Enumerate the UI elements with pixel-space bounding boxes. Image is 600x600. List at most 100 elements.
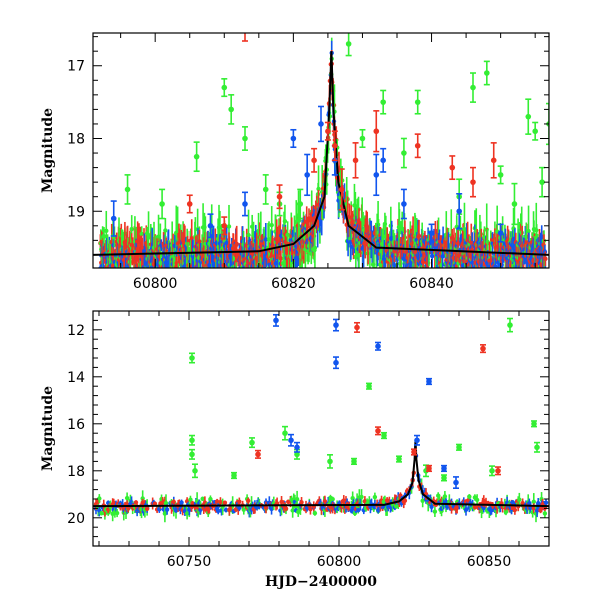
data-point bbox=[345, 41, 352, 47]
y-tick-label: 20 bbox=[67, 511, 85, 527]
data-point bbox=[333, 322, 339, 328]
data-point bbox=[228, 106, 234, 113]
baseline-point bbox=[512, 273, 516, 277]
data-point bbox=[255, 451, 261, 458]
data-point bbox=[294, 451, 300, 458]
data-point bbox=[304, 172, 310, 178]
baseline-point bbox=[99, 511, 104, 516]
data-point bbox=[352, 157, 359, 164]
data-point bbox=[311, 157, 317, 164]
baseline-point bbox=[543, 500, 549, 505]
baseline-point bbox=[197, 239, 202, 244]
baseline-point bbox=[402, 498, 408, 503]
baseline-point bbox=[283, 506, 289, 511]
data-point bbox=[242, 27, 248, 33]
baseline-point bbox=[223, 507, 229, 513]
baseline-point bbox=[164, 507, 170, 512]
baseline-scatter bbox=[93, 445, 549, 523]
data-point bbox=[426, 465, 432, 472]
data-point bbox=[441, 465, 447, 472]
baseline-point bbox=[404, 270, 408, 274]
baseline-point bbox=[512, 507, 518, 513]
baseline-point bbox=[97, 496, 102, 501]
y-axis-label: Magnitude bbox=[40, 386, 56, 471]
baseline-point bbox=[540, 269, 544, 273]
data-point bbox=[484, 70, 490, 76]
data-point bbox=[354, 324, 360, 331]
baseline-point bbox=[536, 500, 541, 506]
data-point bbox=[539, 179, 545, 185]
data-point bbox=[325, 128, 331, 135]
baseline-point bbox=[237, 499, 242, 504]
data-point bbox=[507, 322, 513, 328]
baseline-point bbox=[475, 270, 479, 274]
data-point bbox=[426, 378, 432, 385]
baseline-point bbox=[450, 270, 454, 274]
baseline-point bbox=[224, 240, 229, 246]
data-point bbox=[414, 99, 421, 105]
baseline-point bbox=[140, 496, 145, 501]
baseline-point bbox=[128, 267, 130, 268]
data-point bbox=[411, 449, 417, 455]
baseline-point bbox=[416, 233, 422, 239]
baseline-point bbox=[296, 218, 302, 223]
baseline-point bbox=[525, 273, 529, 277]
data-point bbox=[189, 355, 195, 361]
baseline-point bbox=[273, 270, 277, 274]
baseline-point bbox=[230, 275, 234, 279]
plot-frame bbox=[92, 310, 550, 547]
baseline-point bbox=[246, 498, 251, 504]
data-point bbox=[332, 142, 338, 149]
data-point bbox=[497, 172, 504, 178]
plot-area bbox=[93, 313, 549, 523]
y-axis-label: Magnitude bbox=[40, 108, 56, 193]
data-point bbox=[511, 201, 518, 207]
baseline-point bbox=[455, 241, 461, 246]
baseline-point bbox=[356, 508, 361, 513]
y-tick-label: 12 bbox=[67, 323, 85, 339]
data-point bbox=[290, 135, 297, 142]
baseline-point bbox=[484, 273, 488, 277]
baseline-point bbox=[208, 496, 213, 502]
data-point bbox=[497, 230, 504, 236]
baseline-point bbox=[237, 505, 242, 511]
baseline-point bbox=[390, 269, 394, 273]
baseline-point bbox=[503, 271, 507, 275]
baseline-point bbox=[540, 270, 544, 274]
series-blue bbox=[273, 313, 459, 489]
baseline-point bbox=[503, 509, 509, 515]
data-point bbox=[470, 179, 476, 185]
x-tick-label: 60820 bbox=[271, 276, 316, 292]
baseline-point bbox=[111, 500, 116, 506]
baseline-point bbox=[101, 234, 107, 239]
data-point bbox=[276, 193, 283, 200]
baseline-point bbox=[114, 510, 120, 516]
x-tick-label: 60750 bbox=[167, 554, 212, 570]
data-point bbox=[338, 186, 345, 193]
data-point bbox=[456, 208, 462, 215]
data-point bbox=[396, 456, 402, 462]
data-point bbox=[221, 223, 228, 229]
data-point bbox=[532, 128, 538, 135]
baseline-point bbox=[121, 270, 125, 274]
baseline-point bbox=[184, 511, 190, 516]
baseline-point bbox=[467, 494, 472, 499]
data-point bbox=[489, 468, 495, 474]
baseline-point bbox=[144, 269, 148, 273]
baseline-point bbox=[104, 228, 109, 234]
baseline-point bbox=[500, 269, 504, 273]
data-point bbox=[318, 121, 324, 127]
series-red bbox=[186, 27, 497, 236]
data-point bbox=[456, 444, 462, 451]
baseline-point bbox=[294, 497, 300, 502]
baseline-point bbox=[489, 508, 494, 513]
data-point bbox=[414, 437, 420, 444]
x-tick-label: 60840 bbox=[409, 276, 454, 292]
plot-frame bbox=[92, 32, 550, 269]
baseline-point bbox=[210, 275, 214, 279]
baseline-point bbox=[542, 511, 548, 516]
baseline-point bbox=[263, 237, 269, 242]
data-point bbox=[192, 468, 198, 474]
baseline-point bbox=[270, 271, 274, 275]
y-tick-label: 16 bbox=[67, 417, 85, 433]
